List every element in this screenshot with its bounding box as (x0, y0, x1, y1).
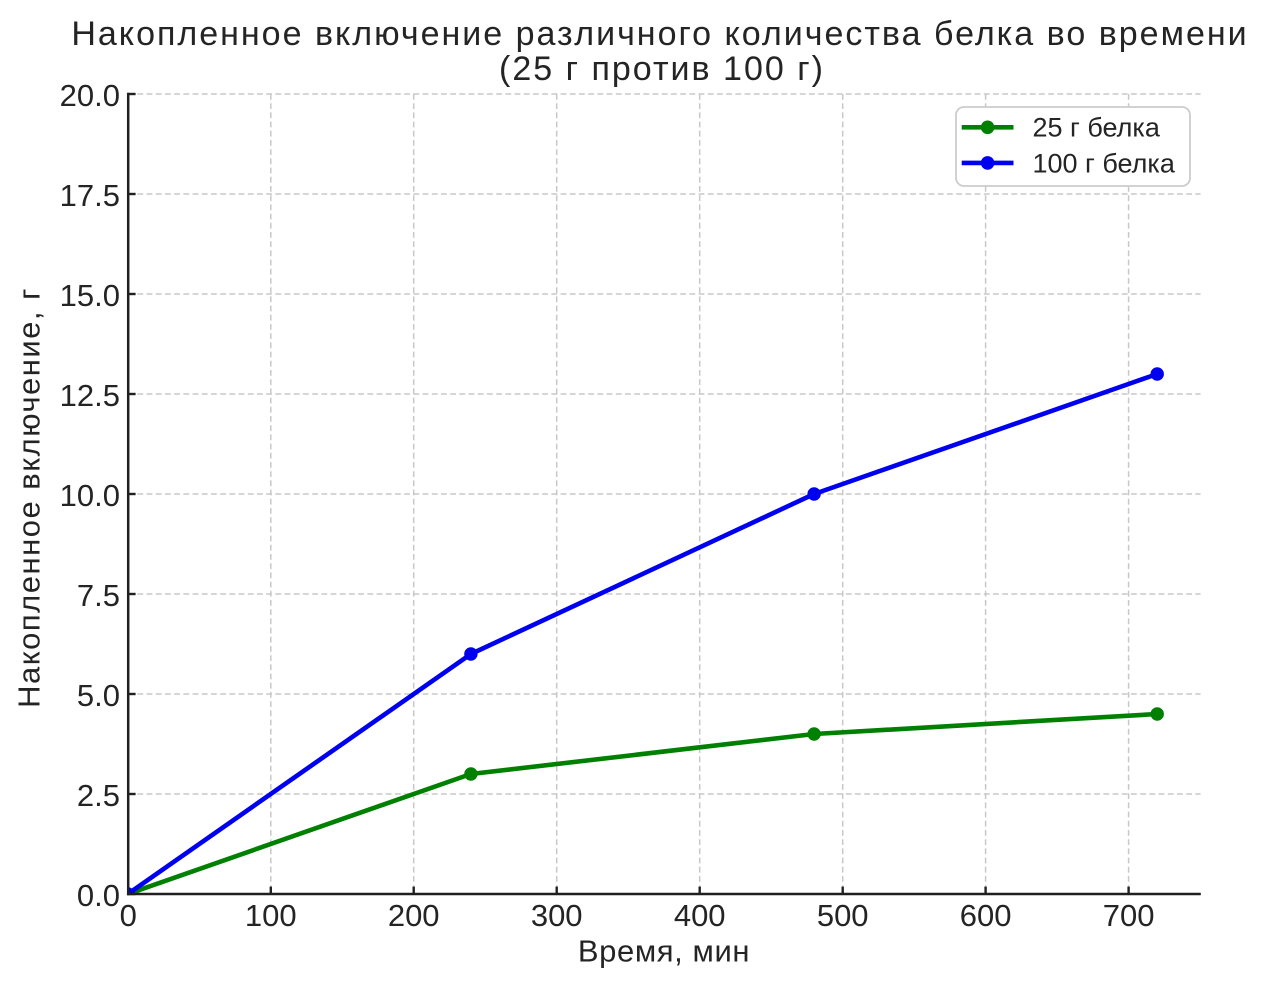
svg-text:Время, мин: Время, мин (578, 934, 750, 969)
svg-text:0.0: 0.0 (77, 878, 120, 913)
svg-text:700: 700 (1103, 898, 1155, 933)
svg-text:17.5: 17.5 (60, 178, 120, 213)
svg-text:25 г белка: 25 г белка (1033, 112, 1161, 142)
svg-text:2.5: 2.5 (77, 778, 120, 813)
svg-text:0: 0 (120, 898, 137, 933)
svg-text:10.0: 10.0 (60, 478, 120, 513)
svg-text:100: 100 (245, 898, 297, 933)
svg-text:7.5: 7.5 (77, 578, 120, 613)
svg-text:200: 200 (388, 898, 440, 933)
svg-text:12.5: 12.5 (60, 378, 120, 413)
svg-text:15.0: 15.0 (60, 278, 120, 313)
svg-text:100 г белка: 100 г белка (1033, 149, 1176, 179)
svg-text:(25 г против 100 г): (25 г против 100 г) (499, 50, 825, 88)
svg-text:5.0: 5.0 (77, 678, 120, 713)
svg-text:Накопленное включение различно: Накопленное включение различного количес… (71, 15, 1248, 53)
svg-text:Накопленное включение, г: Накопленное включение, г (12, 287, 47, 708)
svg-text:300: 300 (531, 898, 583, 933)
svg-text:400: 400 (674, 898, 726, 933)
svg-text:20.0: 20.0 (60, 78, 120, 113)
svg-text:600: 600 (960, 898, 1012, 933)
svg-text:500: 500 (817, 898, 869, 933)
